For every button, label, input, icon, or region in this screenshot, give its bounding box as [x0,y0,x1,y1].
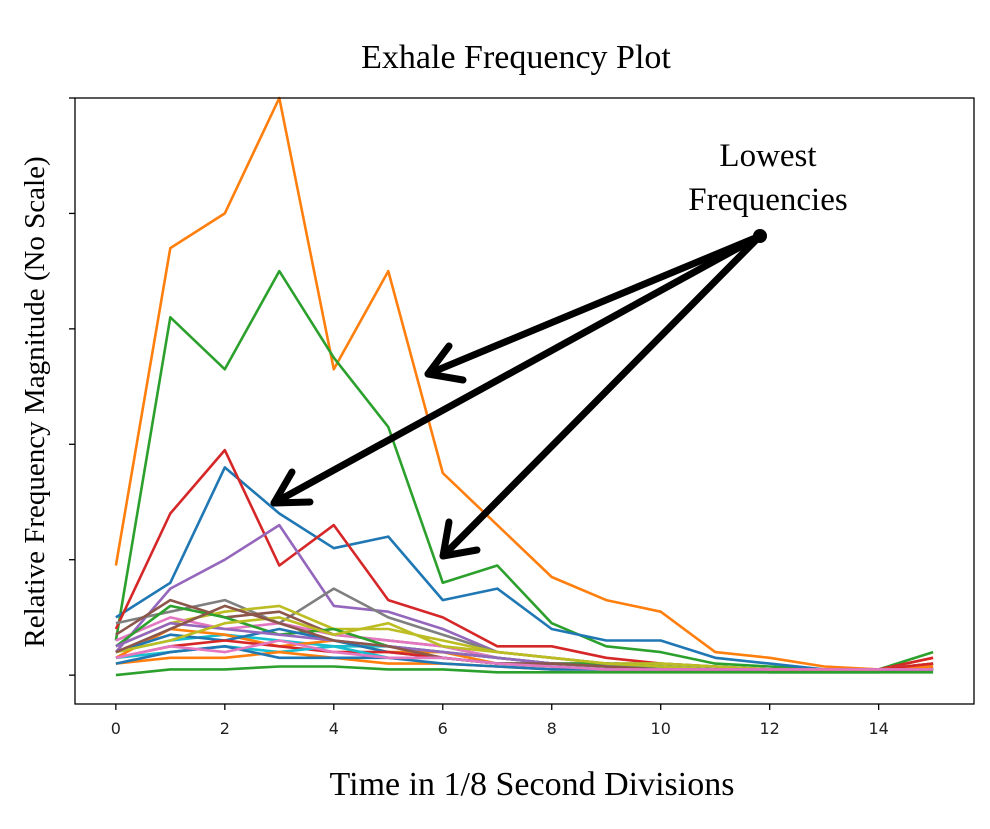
annotation-line-2: Frequencies [688,182,847,218]
x-tick-label: 8 [547,719,557,738]
x-tick-label: 4 [329,719,339,738]
annotation-arrowhead-1 [424,342,467,384]
series-group [114,96,934,677]
x-tick-label: 12 [760,719,780,738]
annotation: Lowest Frequencies [270,138,848,560]
x-axis-label: Time in 1/8 Second Divisions [330,766,735,803]
series-line-s01 [114,96,934,671]
annotation-line-1: Lowest [719,138,816,174]
annotation-arrow-2 [270,232,764,507]
series-line-s22 [115,639,934,671]
annotation-arrow-3 [439,232,764,560]
series-line-s03 [115,466,934,671]
x-axis-ticks: 0 2 4 6 8 10 12 14 [111,704,889,738]
y-axis-ticks [69,97,75,676]
chart-title: Exhale Frequency Plot [361,39,671,76]
series-line-s20 [115,665,934,677]
x-tick-label: 14 [868,719,888,738]
annotation-arrowhead-3 [439,518,481,560]
annotation-arrow-1 [424,232,764,378]
y-axis-label: Relative Frequency Magnitude (No Scale) [19,156,51,647]
plot-frame [74,97,975,705]
annotation-arrowhead-2 [270,468,314,507]
series-line-s02 [114,269,934,671]
x-tick-label: 2 [220,719,230,738]
x-tick-label: 10 [651,719,671,738]
x-tick-label: 6 [438,719,448,738]
x-tick-label: 0 [111,719,121,738]
